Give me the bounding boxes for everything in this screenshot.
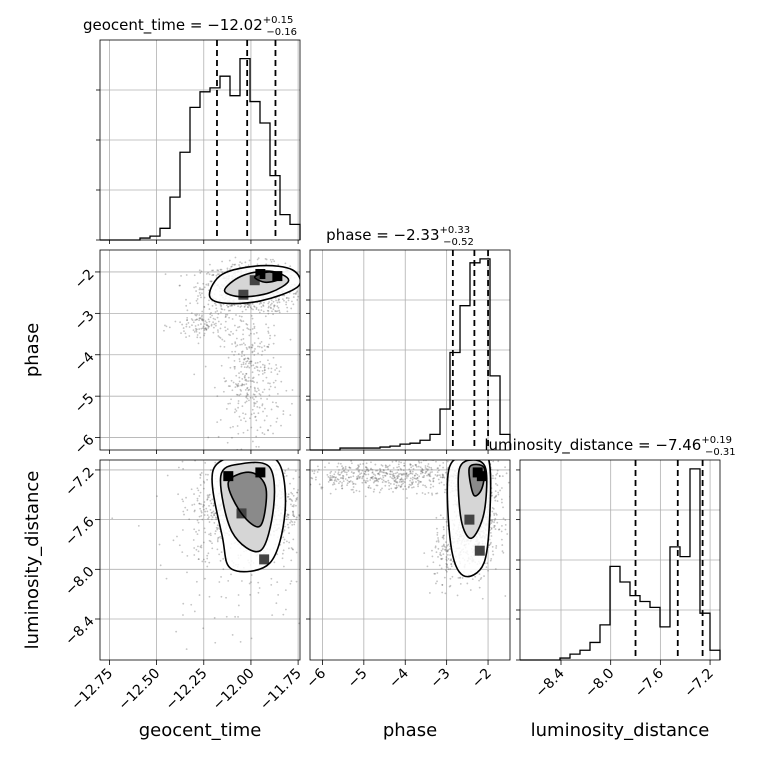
density-peak bbox=[223, 471, 234, 482]
xtick-label-luminosity_distance: −7.6 bbox=[632, 665, 667, 700]
hist-panel-geocent_time: geocent_time = −12.02+0.15 −0.16 bbox=[83, 15, 301, 241]
gridlines bbox=[100, 250, 300, 450]
contour-line-1 bbox=[457, 460, 488, 540]
contour-line-1 bbox=[223, 270, 290, 298]
ytick-label-luminosity_distance: −8.0 bbox=[62, 564, 97, 599]
density-peak bbox=[249, 275, 260, 286]
contour-line-2 bbox=[468, 463, 486, 497]
xlabel-luminosity_distance: luminosity_distance bbox=[531, 720, 710, 741]
hist-step-phase bbox=[310, 258, 511, 451]
xtick-label-geocent_time: −12.25 bbox=[163, 666, 211, 714]
density-peak bbox=[255, 467, 266, 478]
density-peak bbox=[272, 271, 283, 282]
density-peak bbox=[464, 514, 475, 525]
panel-title-phase: phase = −2.33+0.33 −0.52 bbox=[326, 225, 474, 248]
ytick-label-luminosity_distance: −7.6 bbox=[62, 514, 97, 549]
contour-line-2 bbox=[227, 471, 268, 528]
density-peak bbox=[259, 554, 270, 565]
xtick-label-phase: −2 bbox=[469, 666, 495, 692]
panel-frame bbox=[99, 459, 301, 661]
panel-title-luminosity_distance: luminosity_distance = −7.46+0.19 −0.31 bbox=[484, 435, 735, 458]
contour-line-1 bbox=[219, 461, 276, 553]
ytick-label-luminosity_distance: −8.4 bbox=[62, 613, 97, 648]
xtick-label-luminosity_distance: −7.2 bbox=[682, 666, 717, 701]
ylabel-phase: phase bbox=[22, 323, 43, 377]
hist-step-luminosity_distance bbox=[520, 468, 721, 661]
xlabel-phase: phase bbox=[383, 720, 437, 741]
contour-line-2 bbox=[253, 271, 282, 284]
xtick-label-phase: −4 bbox=[386, 665, 412, 691]
xtick-label-geocent_time: −11.75 bbox=[257, 666, 305, 714]
panel-frame bbox=[309, 459, 511, 661]
hist-panel-luminosity_distance: luminosity_distance = −7.46+0.19 −0.31 bbox=[484, 435, 736, 661]
ytick-label-phase: −3 bbox=[72, 308, 98, 334]
ytick-label-phase: −2 bbox=[72, 266, 98, 292]
ytick-label-phase: −4 bbox=[72, 349, 98, 375]
gridlines bbox=[100, 40, 300, 240]
ytick-label-phase: −6 bbox=[72, 432, 98, 458]
scatter-panel-geocent_time-vs-luminosity_distance bbox=[99, 459, 301, 661]
panel-content bbox=[100, 250, 300, 450]
xtick-label-phase: −6 bbox=[303, 665, 329, 691]
gridlines bbox=[310, 460, 510, 660]
xlabel-geocent_time: geocent_time bbox=[139, 720, 262, 741]
hist-panel-phase: phase = −2.33+0.33 −0.52 bbox=[306, 225, 511, 451]
ytick-label-phase: −5 bbox=[72, 391, 98, 417]
panel-title-geocent_time: geocent_time = −12.02+0.15 −0.16 bbox=[83, 15, 297, 38]
density-fill-inner bbox=[228, 472, 267, 527]
hist-step-geocent_time bbox=[100, 58, 301, 241]
ylabel-luminosity_distance: luminosity_distance bbox=[22, 471, 43, 650]
density-peak bbox=[476, 471, 487, 482]
xtick-label-luminosity_distance: −8.4 bbox=[532, 665, 567, 700]
panel-frame bbox=[99, 249, 301, 451]
scatter-panel-phase-vs-luminosity_distance bbox=[309, 459, 511, 661]
panel-content bbox=[310, 460, 510, 660]
contour-line-0 bbox=[211, 460, 287, 573]
ytick-label-luminosity_distance: −7.2 bbox=[62, 464, 97, 499]
density-peak bbox=[474, 545, 485, 556]
density-peak bbox=[238, 289, 249, 300]
xtick-label-phase: −3 bbox=[428, 666, 454, 692]
contour-line-0 bbox=[446, 460, 492, 578]
gridlines bbox=[310, 250, 510, 450]
xtick-label-geocent_time: −12.50 bbox=[115, 666, 163, 714]
xtick-label-geocent_time: −12.75 bbox=[68, 666, 116, 714]
xtick-label-phase: −5 bbox=[345, 666, 371, 692]
xtick-label-luminosity_distance: −8.0 bbox=[582, 666, 617, 701]
xtick-label-geocent_time: −12.00 bbox=[210, 666, 258, 714]
panel-content bbox=[100, 460, 300, 660]
scatter-panel-geocent_time-vs-phase bbox=[99, 249, 301, 451]
